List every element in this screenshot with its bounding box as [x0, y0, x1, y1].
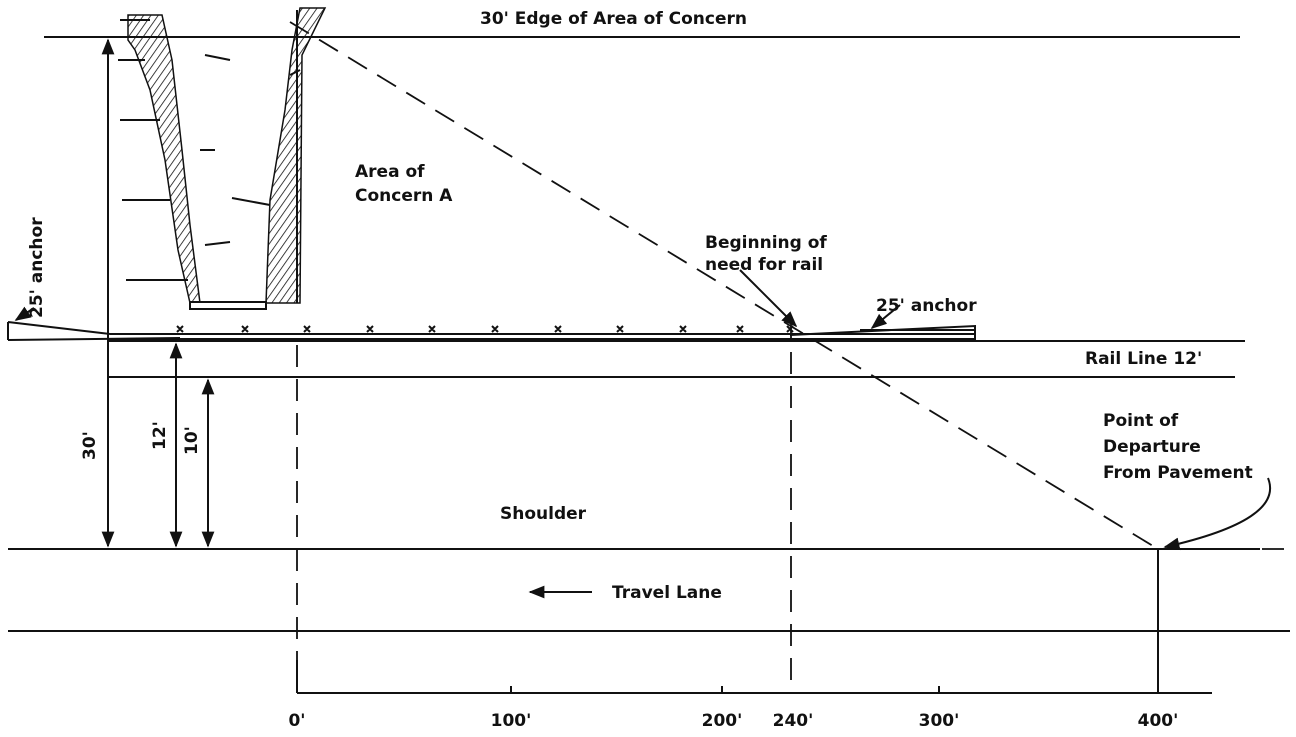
axis-label: 300' [919, 711, 960, 731]
axis-label: 0' [288, 711, 305, 731]
area-label: Area of Concern A [355, 162, 453, 206]
edge-label: 30' Edge of Area of Concern [480, 9, 747, 29]
dimension-label: 10' [182, 426, 202, 455]
axis-label: 400' [1138, 711, 1179, 731]
lines [8, 10, 1292, 694]
left-anchor-label: 25' anchor [27, 217, 47, 318]
cliffs [118, 7, 327, 310]
shoulder-label: Shoulder [500, 504, 587, 524]
axis-label: 240' [773, 711, 814, 731]
axis-labels: 0' 100' 200' 240' 300' 400' [288, 711, 1178, 731]
dimension-arrows [14, 38, 1271, 599]
beginning-label: Beginning of need for rail [705, 233, 827, 275]
rail [7, 321, 976, 341]
dimension-label: 12' [150, 421, 170, 450]
departure-label: Point of Departure From Pavement [1103, 411, 1253, 483]
axis-label: 100' [491, 711, 532, 731]
rail-line-label: Rail Line 12' [1085, 349, 1202, 369]
axis-label: 200' [702, 711, 743, 731]
right-anchor-label: 25' anchor [876, 296, 977, 316]
dimension-label: 30' [80, 431, 100, 460]
travel-lane-label: Travel Lane [612, 583, 722, 603]
